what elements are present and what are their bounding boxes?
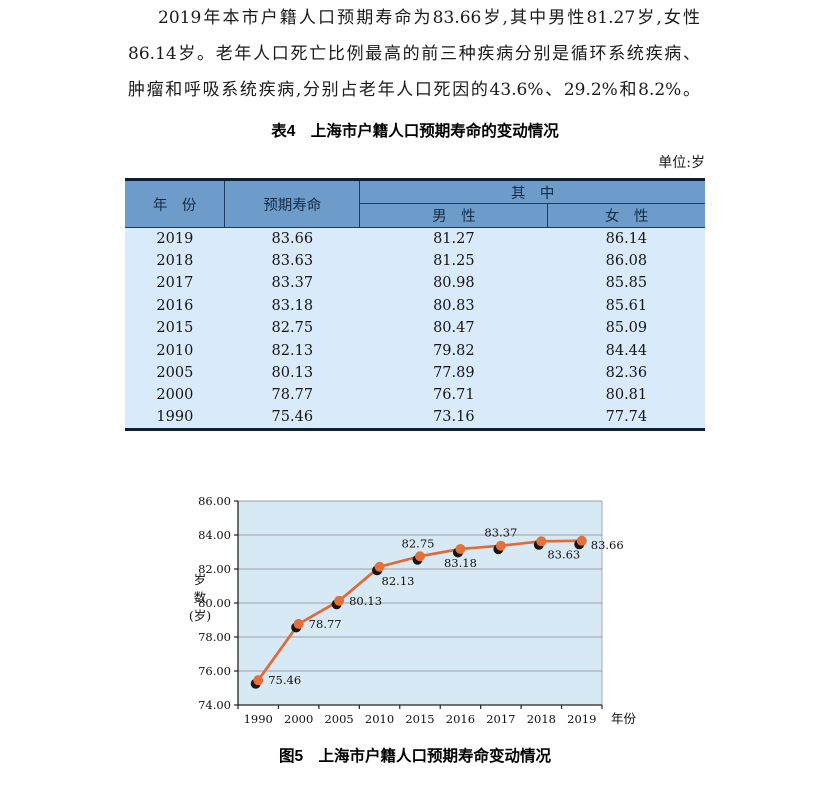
svg-text:82.00: 82.00 — [198, 562, 231, 576]
expectancy-cell: 80.13 — [224, 361, 360, 385]
col-header-among: 其 中 — [359, 179, 705, 204]
svg-text:74.00: 74.00 — [198, 698, 231, 712]
year-cell: 2018 — [125, 249, 225, 273]
figure-chart: 74.00 76.00 78.00 80.00 82.00 84.00 86.00 1990 2… — [185, 488, 645, 733]
year-cell: 2015 — [125, 317, 225, 340]
female-cell: 85.85 — [547, 272, 705, 295]
expectancy-cell: 82.13 — [224, 339, 360, 362]
expectancy-cell: 83.18 — [224, 294, 360, 318]
svg-text:83.37: 83.37 — [484, 526, 517, 540]
expectancy-cell: 75.46 — [224, 406, 360, 430]
svg-text:2000: 2000 — [284, 712, 313, 726]
table-title: 表4 上海市户籍人口预期寿命的变动情况 — [271, 123, 559, 140]
svg-text:82.13: 82.13 — [382, 574, 415, 588]
year-cell: 2017 — [125, 272, 225, 295]
expectancy-cell: 83.37 — [224, 272, 360, 295]
svg-text:80.13: 80.13 — [349, 594, 382, 608]
year-cell: 2019 — [125, 227, 225, 250]
male-cell: 81.25 — [359, 249, 548, 273]
female-cell: 77.74 — [547, 406, 705, 430]
svg-text:2005: 2005 — [324, 712, 353, 726]
svg-text:80.00: 80.00 — [198, 596, 231, 610]
year-cell: 2016 — [125, 294, 225, 318]
intro-paragraph: 2019年本市户籍人口预期寿命为83.66岁,其中男性81.27岁,女性 86.… — [128, 0, 700, 108]
female-cell: 80.81 — [547, 384, 705, 407]
col-header-male: 男 性 — [359, 203, 549, 228]
paragraph-line: 86.14岁。老年人口死亡比例最高的前三种疾病分别是循环系统疾病、 — [128, 44, 700, 64]
female-cell: 85.61 — [547, 294, 705, 318]
year-cell: 1990 — [125, 406, 225, 430]
female-cell: 84.44 — [547, 339, 705, 362]
svg-text:岁: 岁 — [194, 572, 207, 587]
svg-text:2019: 2019 — [567, 712, 596, 726]
year-cell: 2000 — [125, 384, 225, 407]
svg-text:86.00: 86.00 — [198, 494, 231, 508]
table-row: 2005 80.13 77.89 82.36 — [125, 361, 705, 385]
svg-text:数: 数 — [194, 590, 207, 605]
svg-text:84.00: 84.00 — [198, 528, 231, 542]
figure-chart-svg: 74.00 76.00 78.00 80.00 82.00 84.00 86.00 1990 2… — [189, 494, 637, 726]
svg-text:78.00: 78.00 — [198, 630, 231, 644]
male-cell: 73.16 — [359, 406, 548, 430]
svg-text:75.46: 75.46 — [268, 673, 301, 687]
table-header: 年 份 预期寿命 其 中 男 性 女 性 — [125, 179, 705, 228]
year-cell: 2005 — [125, 361, 225, 385]
expectancy-cell: 83.66 — [224, 227, 360, 250]
svg-text:83.66: 83.66 — [591, 538, 624, 552]
male-cell: 76.71 — [359, 384, 548, 407]
col-header-female: 女 性 — [547, 203, 705, 228]
svg-text:2018: 2018 — [527, 712, 556, 726]
svg-text:2010: 2010 — [365, 712, 394, 726]
life-expectancy-table: 年 份 预期寿命 其 中 男 性 女 性 2019 83.66 81.27 86… — [125, 178, 705, 431]
table-row: 2016 83.18 80.83 85.61 — [125, 294, 705, 318]
col-header-year: 年 份 — [125, 179, 226, 228]
paragraph-line: 2019年本市户籍人口预期寿命为83.66岁,其中男性81.27岁,女性 — [158, 8, 700, 28]
table-container: 年 份 预期寿命 其 中 男 性 女 性 2019 83.66 81.27 86… — [125, 178, 705, 431]
table-row: 2010 82.13 79.82 84.44 — [125, 339, 705, 362]
svg-text:2015: 2015 — [405, 712, 434, 726]
paragraph-line: 肿瘤和呼吸系统疾病,分别占老年人口死因的43.6%、29.2%和8.2%。 — [128, 80, 700, 100]
table-row: 1990 75.46 73.16 77.74 — [125, 406, 705, 430]
svg-text:2017: 2017 — [486, 712, 515, 726]
male-cell: 80.98 — [359, 272, 548, 295]
expectancy-cell: 83.63 — [224, 249, 360, 273]
male-cell: 81.27 — [359, 227, 548, 250]
female-cell: 82.36 — [547, 361, 705, 385]
table-row: 2000 78.77 76.71 80.81 — [125, 384, 705, 407]
male-cell: 79.82 — [359, 339, 548, 362]
female-cell: 86.14 — [547, 227, 705, 250]
table-row: 2018 83.63 81.25 86.08 — [125, 249, 705, 273]
figure-caption: 图5 上海市户籍人口预期寿命变动情况 — [278, 748, 552, 765]
expectancy-cell: 82.75 — [224, 317, 360, 340]
male-cell: 77.89 — [359, 361, 548, 385]
svg-text:(岁): (岁) — [189, 608, 211, 623]
female-cell: 86.08 — [547, 249, 705, 273]
svg-text:82.75: 82.75 — [402, 536, 435, 550]
male-cell: 80.47 — [359, 317, 548, 340]
svg-text:83.18: 83.18 — [444, 556, 477, 570]
svg-text:1990: 1990 — [244, 712, 273, 726]
svg-text:2016: 2016 — [446, 712, 475, 726]
expectancy-cell: 78.77 — [224, 384, 360, 407]
svg-text:83.63: 83.63 — [547, 547, 580, 561]
col-header-expectancy: 预期寿命 — [224, 179, 361, 228]
svg-text:78.77: 78.77 — [309, 617, 342, 631]
table-row: 2019 83.66 81.27 86.14 — [125, 227, 705, 250]
table-row: 2017 83.37 80.98 85.85 — [125, 272, 705, 295]
svg-text:76.00: 76.00 — [198, 664, 231, 678]
male-cell: 80.83 — [359, 294, 548, 318]
year-cell: 2010 — [125, 339, 225, 362]
svg-text:年份: 年份 — [611, 711, 637, 726]
unit-label: 单位:岁 — [658, 155, 705, 171]
table-body: 2019 83.66 81.27 86.14 2018 83.63 81.25 … — [125, 227, 705, 430]
female-cell: 85.09 — [547, 317, 705, 340]
table-row: 2015 82.75 80.47 85.09 — [125, 317, 705, 340]
